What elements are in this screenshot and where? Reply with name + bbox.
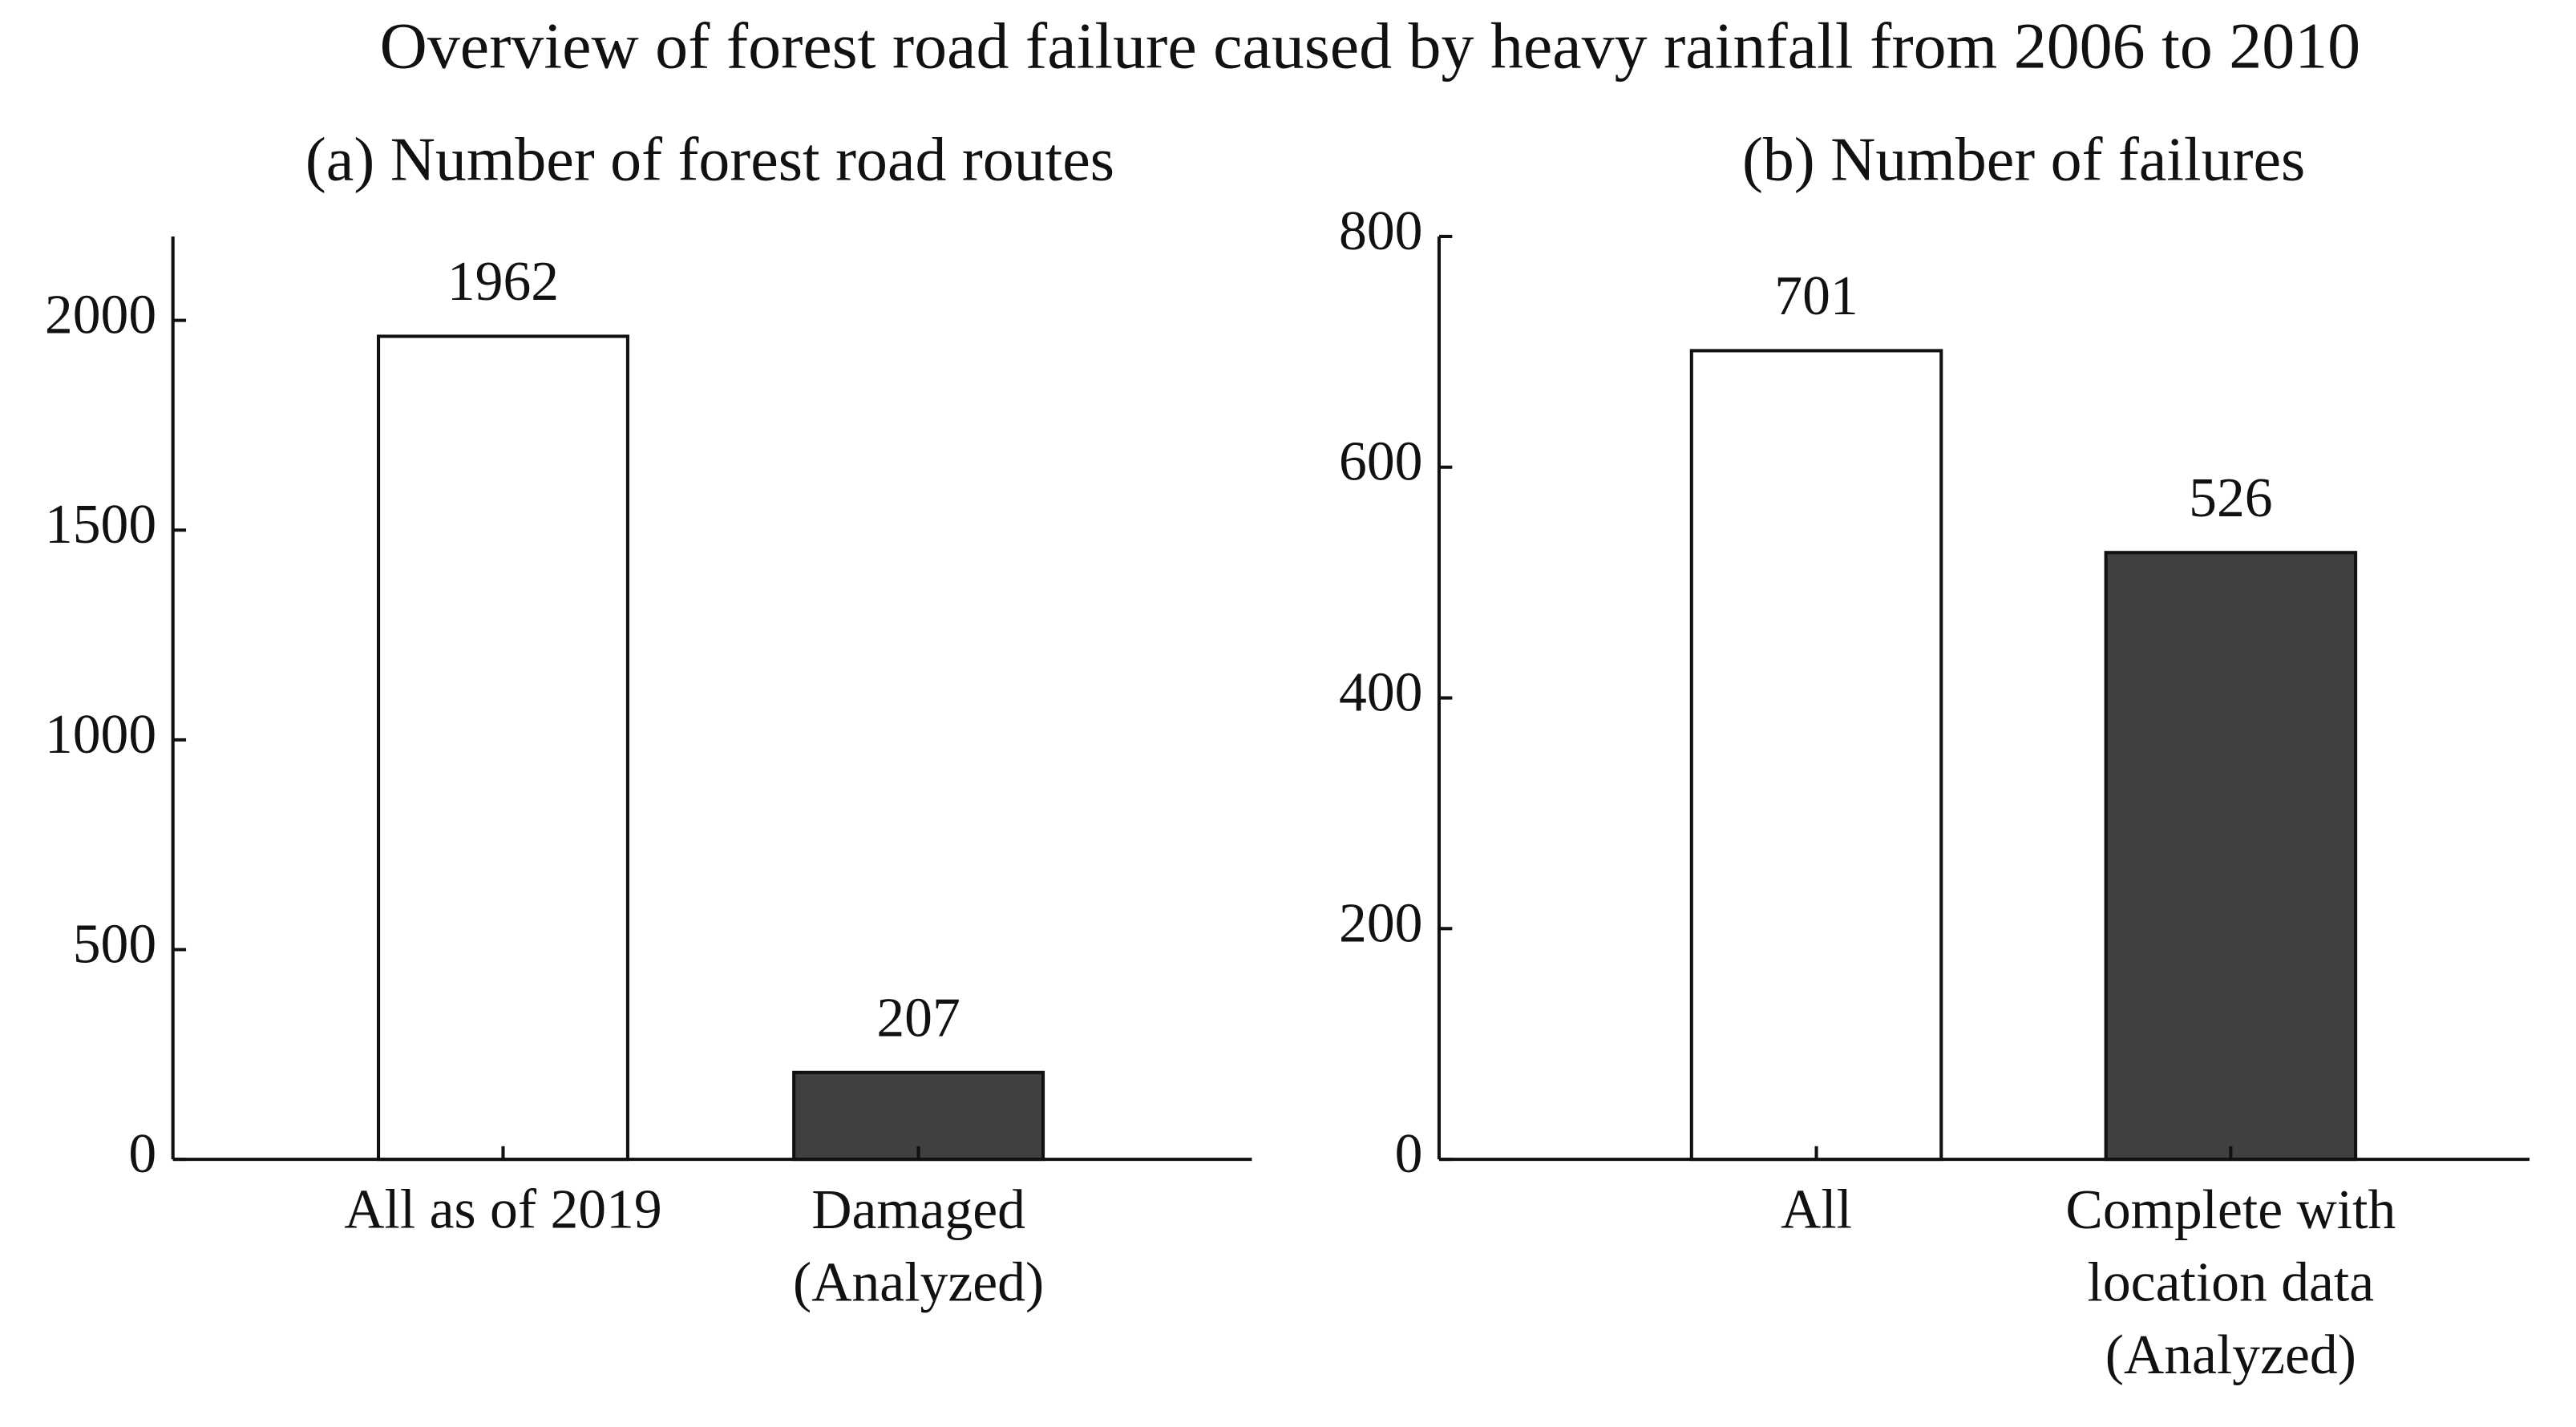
x-tick-label: Complete with location data (Analyzed) [2065,1179,2396,1386]
value-label: 207 [876,987,960,1049]
y-tick-label: 600 [1339,431,1422,493]
y-tick-label: 0 [1395,1123,1423,1185]
chart-title: (a) Number of forest road routes [305,125,1114,194]
y-tick-label: 0 [128,1123,156,1185]
chart-title: (b) Number of failures [1742,125,2305,194]
y-tick-label: 1000 [45,704,156,766]
bar [1689,349,1943,1162]
y-tick-label: 1500 [45,494,156,556]
value-label: 1962 [447,251,559,313]
y-tick-label: 400 [1339,662,1422,724]
x-tick-label: Damaged (Analyzed) [793,1179,1044,1314]
bar [377,334,629,1162]
x-tick-label: All as of 2019 [344,1179,661,1241]
bar [2104,551,2358,1162]
value-label: 701 [1774,265,1858,327]
value-label: 526 [2189,467,2272,529]
y-tick-label: 2000 [45,285,156,346]
figure-title: Overview of forest road failure caused b… [380,9,2360,82]
y-tick-label: 800 [1339,200,1422,262]
y-tick-label: 500 [73,913,156,975]
bar [792,1070,1045,1162]
x-tick-label: All [1781,1179,1852,1241]
y-tick-label: 200 [1339,892,1422,954]
